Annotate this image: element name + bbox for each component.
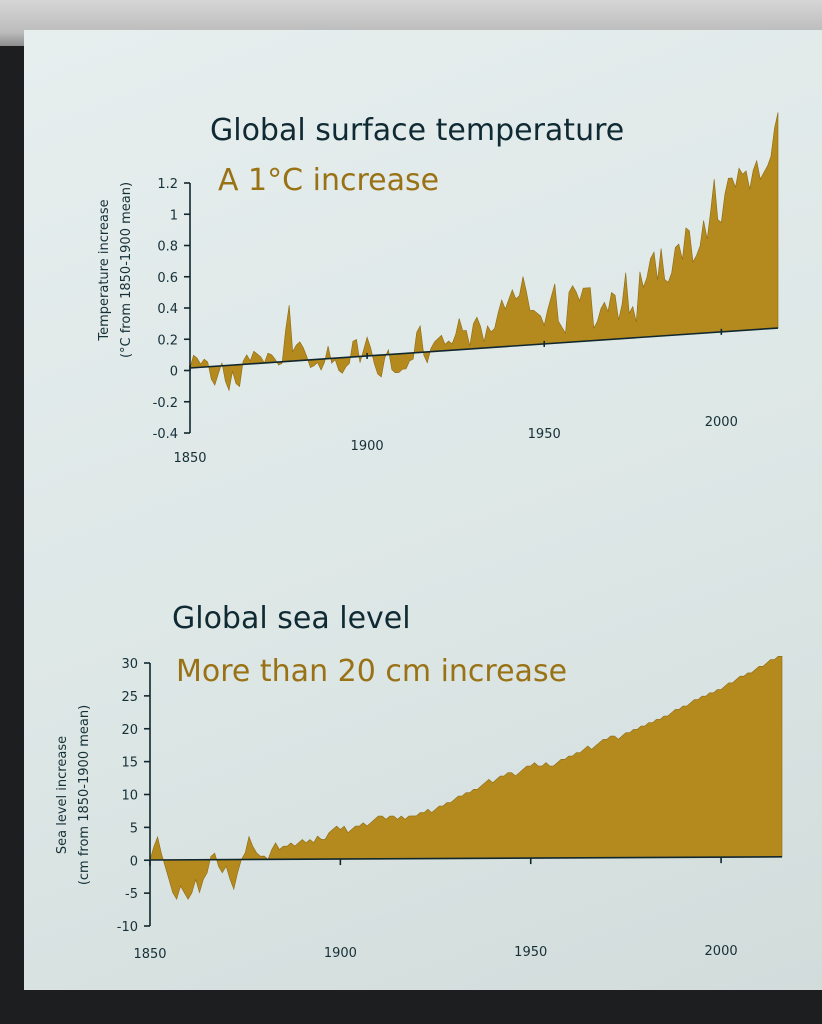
temp-y-tick-label: -0.2 [153, 396, 178, 411]
sea-y-tick-label: 15 [121, 756, 138, 771]
temp-axes: 1.2 1 0.8 0.6 0.4 0.2 0 -0.2 -0.4 1850 1900 1950 200… [153, 177, 779, 466]
sea-y-tick-label: 30 [121, 657, 138, 672]
sea-y-tick-label: 0 [130, 854, 138, 869]
temp-y-tick-label: -0.4 [153, 427, 178, 442]
temp-x-tick-label: 1950 [528, 427, 561, 442]
temp-y-tick-label: 0.2 [157, 333, 178, 348]
temp-y-tick-label: 0.4 [157, 302, 178, 317]
temp-chart-subtitle: A 1°C increase [218, 163, 439, 198]
temp-x-tick-label: 2000 [705, 415, 738, 430]
sea-x-tick-label: 1850 [133, 947, 166, 962]
temp-y-tick-label: 0.6 [157, 271, 178, 286]
sea-zero-baseline [149, 856, 783, 861]
sea-y-tick-label: 25 [121, 690, 138, 705]
sea-y-tick-label: -5 [125, 887, 138, 902]
sea-x-tick-label: 1950 [514, 945, 547, 960]
temp-x-tick-label: 1900 [351, 439, 384, 454]
sea-y-tick-label: 5 [130, 821, 138, 836]
sea-chart-title: Global sea level [172, 601, 411, 636]
temp-y-tick-label: 1 [170, 208, 178, 223]
temp-ylabel-line2: (°C from 1850-1900 mean) [119, 182, 134, 358]
sea-x-tick-label: 2000 [705, 944, 738, 959]
sea-chart-subtitle: More than 20 cm increase [176, 654, 567, 689]
temp-chart-title: Global surface temperature [210, 113, 624, 148]
sea-area-fill [149, 656, 783, 901]
sea-y-tick-label: 20 [121, 723, 138, 738]
sea-y-tick-label: -10 [117, 920, 138, 935]
temp-y-tick-label: 0 [170, 365, 178, 380]
sea-x-tick-label: 1900 [324, 946, 357, 961]
sea-ylabel-line1: Sea level increase [55, 736, 70, 854]
temp-ylabel-line1: Temperature increase [97, 199, 112, 341]
sea-y-tick-label: 10 [121, 789, 138, 804]
sea-area-series [149, 656, 783, 901]
sea-axes: 30 25 20 15 10 5 0 -5 -10 1850 1900 1950 2000 [117, 657, 783, 962]
temp-x-tick-label: 1850 [173, 451, 206, 466]
sea-ylabel-line2: (cm from 1850-1900 mean) [77, 705, 92, 885]
temp-zero-baseline [189, 327, 779, 369]
temp-y-tick-label: 1.2 [157, 177, 178, 192]
temp-y-tick-label: 0.8 [157, 240, 178, 255]
